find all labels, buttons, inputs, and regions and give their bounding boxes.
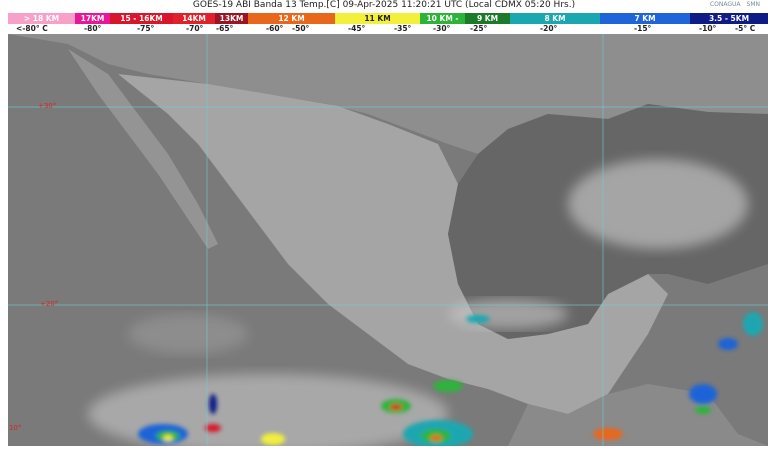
tick: -70° xyxy=(186,24,204,33)
satellite-map[interactable]: +30° +20° -110° xyxy=(8,34,768,446)
color-scale-segment: 3.5 - 5KM xyxy=(690,13,768,24)
smn-logo: SMN xyxy=(746,1,760,8)
lat-lon-grid xyxy=(8,34,768,446)
cloud-band xyxy=(448,299,568,329)
color-scale-segment: > 18 KM xyxy=(8,13,75,24)
tick: <-80° C xyxy=(16,24,48,33)
grid-label-lon-110: -110° xyxy=(8,424,22,432)
tick: -10° xyxy=(699,24,717,33)
mexico-land xyxy=(118,74,668,414)
tick: -80° xyxy=(84,24,102,33)
tick: -15° xyxy=(634,24,652,33)
color-scale-segment: 9 KM xyxy=(465,13,510,24)
convective-cells xyxy=(138,312,763,446)
grid-label-lat-20: +20° xyxy=(40,300,59,308)
tick: -20° xyxy=(540,24,558,33)
temperature-ticks: <-80° C -80° -75° -70° -65° -60° -50° -4… xyxy=(0,24,768,34)
color-scale-segment: 14KM xyxy=(173,13,215,24)
north-america-land xyxy=(8,34,768,154)
color-scale-segment: 7 KM xyxy=(600,13,690,24)
color-scale-segment: 13KM xyxy=(215,13,248,24)
tick: -50° xyxy=(292,24,310,33)
tick: -30° xyxy=(433,24,451,33)
baja-california xyxy=(68,49,218,249)
color-scale-legend: > 18 KM 17KM 15 - 16KM 14KM 13KM 12 KM 11 KM 10… xyxy=(8,13,768,24)
color-scale-segment: 11 KM xyxy=(335,13,420,24)
image-title: GOES-19 ABI Banda 13 Temp.[C] 09-Apr-202… xyxy=(192,0,576,10)
tick: -75° xyxy=(137,24,155,33)
conagua-logo: CONAGUA xyxy=(709,1,741,8)
color-scale-segment: 10 KM - xyxy=(420,13,465,24)
cloud-band xyxy=(128,314,248,354)
tick: -5° C xyxy=(735,24,756,33)
tick: -25° xyxy=(470,24,488,33)
tick: -65° xyxy=(216,24,234,33)
tick: -60° xyxy=(266,24,284,33)
color-scale-segment: 17KM xyxy=(75,13,110,24)
agency-logos: CONAGUA SMN xyxy=(710,1,760,8)
color-scale-segment: 15 - 16KM xyxy=(110,13,173,24)
tick: -45° xyxy=(348,24,366,33)
satellite-imagery xyxy=(8,34,768,446)
tick: -35° xyxy=(394,24,412,33)
color-scale-segment: 12 KM xyxy=(248,13,335,24)
color-scale-segment: 8 KM xyxy=(510,13,600,24)
grid-label-lat-30: +30° xyxy=(38,102,57,110)
cloud-band xyxy=(568,159,748,249)
